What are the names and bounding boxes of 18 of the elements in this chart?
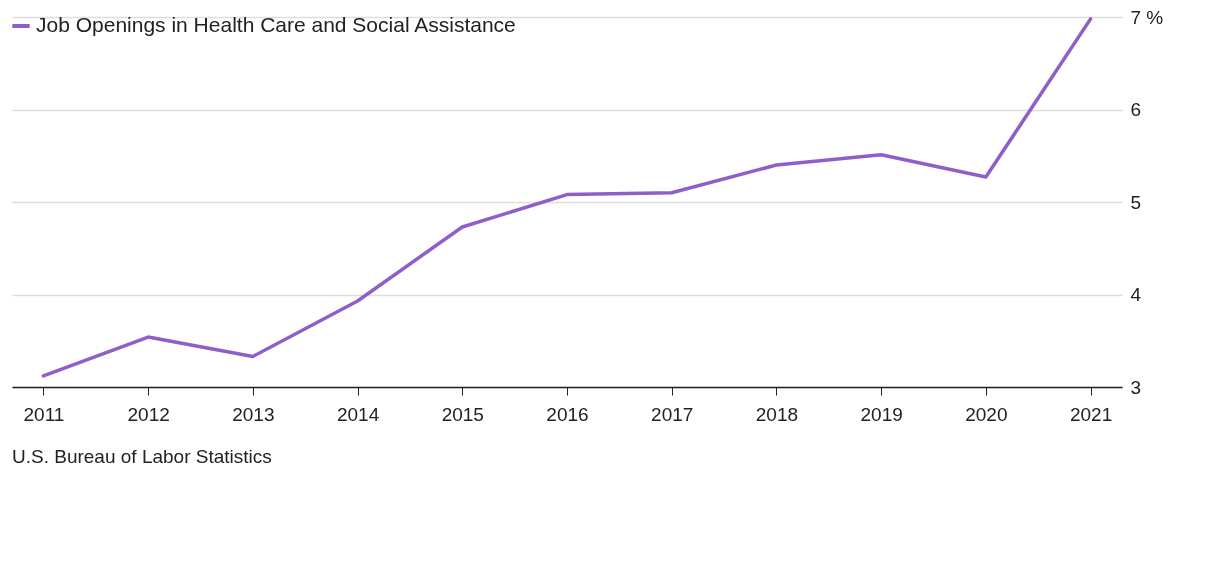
- x-tick-label: 2011: [23, 403, 65, 425]
- x-tick-label: 2012: [127, 403, 170, 425]
- y-tick-label: 4: [1130, 284, 1142, 305]
- x-tick-label: 2017: [651, 403, 694, 425]
- x-tick-label: 2021: [1069, 403, 1113, 425]
- x-tick-label: 2018: [755, 403, 799, 425]
- y-tick-label: 3: [1130, 376, 1142, 398]
- x-tick-label: 2014: [336, 403, 380, 425]
- x-tick-label: 2016: [546, 403, 589, 425]
- x-tick-label: 2013: [232, 403, 275, 425]
- y-tick-label: 7 %: [1130, 6, 1164, 28]
- text: U.S. Bureau of Labor Statistics: [12, 446, 272, 467]
- y-tick-label: 5: [1130, 191, 1142, 213]
- legend-label: Job Openings in Health Care and Social Assistance: [36, 13, 516, 36]
- y-tick-label: 6: [1130, 99, 1142, 120]
- x-tick-label: 2020: [965, 403, 1008, 425]
- x-tick-label: 2015: [441, 403, 484, 425]
- x-tick-label: 2019: [860, 403, 903, 425]
